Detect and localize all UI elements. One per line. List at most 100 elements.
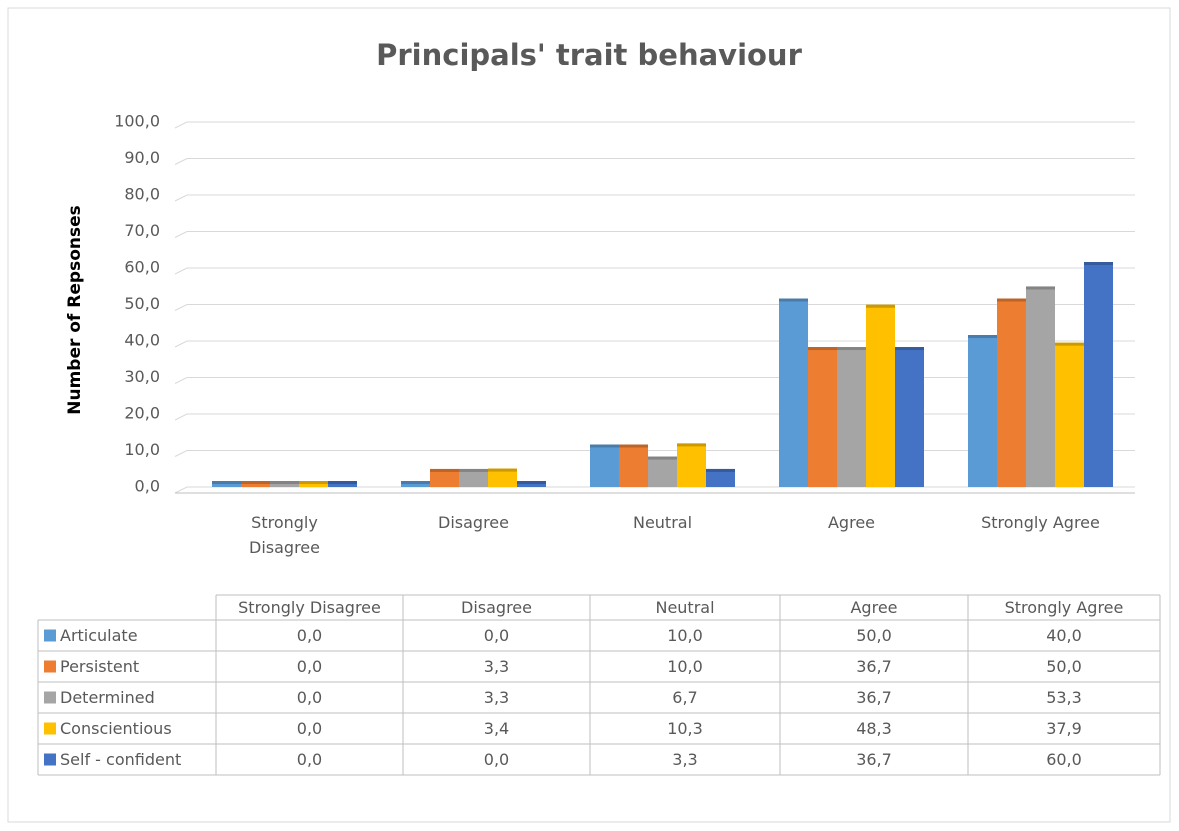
bar [619,444,648,487]
bar [677,443,706,487]
bar-face [459,468,488,472]
bar-face [648,456,677,487]
y-tick-label: 60,0 [124,258,160,277]
table-cell: 10,0 [667,657,703,676]
legend-swatch [44,629,56,642]
bar [779,298,808,487]
table-header: Neutral [655,598,714,617]
bar-face [779,298,808,487]
bar [866,304,895,487]
y-tick-label: 0,0 [135,477,160,496]
bar [590,444,619,487]
bar [1026,286,1055,487]
bar-face [895,347,924,351]
y-tick-label: 70,0 [124,221,160,240]
bar-face [808,347,837,487]
bar-face [648,456,677,460]
bar [1055,342,1084,487]
bar-face [619,444,648,448]
x-tick-label: Agree [827,513,875,532]
bar-face [590,444,619,448]
bar [997,298,1026,487]
bar-face [241,481,270,484]
legend-label: Self - confident [60,750,181,769]
table-cell: 0,0 [484,626,509,645]
grid-line [174,340,1135,348]
bar-face [1026,286,1055,487]
bar-face [706,468,735,487]
y-axis-title: Number of Repsonses [65,205,85,415]
bar [241,481,270,487]
table-cell: 10,0 [667,626,703,645]
y-tick-label: 80,0 [124,185,160,204]
table-cell: 50,0 [856,626,892,645]
table-cell: 37,9 [1046,719,1082,738]
bar-face [619,444,648,487]
bar-face [1055,342,1084,487]
bar-face [837,347,866,487]
table-cell: 36,7 [856,688,892,707]
bar [517,481,546,487]
bar [401,481,430,487]
bar-face [677,443,706,487]
bar-face [1084,262,1113,487]
legend-swatch [44,691,56,704]
grid-line [174,158,1135,165]
bar-face [808,347,837,351]
bar-face [997,298,1026,302]
bar [808,347,837,487]
bar-face [706,468,735,472]
table-cell: 0,0 [297,719,322,738]
table-header: Agree [850,598,897,617]
bar [212,481,241,487]
grid-line [174,304,1135,311]
bar [1084,262,1113,487]
bar [459,468,488,487]
bar-face [895,347,924,487]
bar [895,347,924,487]
grid-line [174,121,1135,129]
x-tick-label: Strongly Disagree [249,513,320,557]
table-cell: 10,3 [667,719,703,738]
legend-swatch [44,660,56,673]
x-tick-label: Disagree [438,513,509,532]
y-tick-label: 40,0 [124,331,160,350]
table-cell: 3,3 [484,688,509,707]
bar-face [430,468,459,472]
table-cell: 48,3 [856,719,892,738]
grid-line [174,194,1135,202]
bar-face [270,481,299,484]
bar-face [677,443,706,447]
bar-face [968,335,997,487]
bar [328,481,357,487]
table-cell: 0,0 [297,626,322,645]
table-header: Strongly Disagree [238,598,381,617]
table-cell: 50,0 [1046,657,1082,676]
bar-face [212,481,241,484]
bar-face [328,481,357,484]
table-header: Strongly Agree [1005,598,1124,617]
legend-label: Conscientious [60,719,172,738]
bar [968,335,997,487]
bar-face [430,468,459,487]
bar-face [459,468,488,487]
table-cell: 6,7 [672,688,697,707]
bar-face [1055,342,1084,346]
table-cell: 0,0 [297,750,322,769]
x-tick-label: Strongly Agree [981,513,1100,532]
bar-face [837,347,866,351]
bar-face [590,444,619,487]
y-tick-label: 50,0 [124,294,160,313]
bar [430,468,459,487]
legend-label: Persistent [60,657,139,676]
bar-face [299,481,328,484]
bar-face [866,304,895,308]
table-cell: 0,0 [297,688,322,707]
legend-swatch [44,722,56,735]
table-cell: 53,3 [1046,688,1082,707]
y-tick-label: 20,0 [124,404,160,423]
table-header: Disagree [461,598,532,617]
y-tick-label: 90,0 [124,148,160,167]
